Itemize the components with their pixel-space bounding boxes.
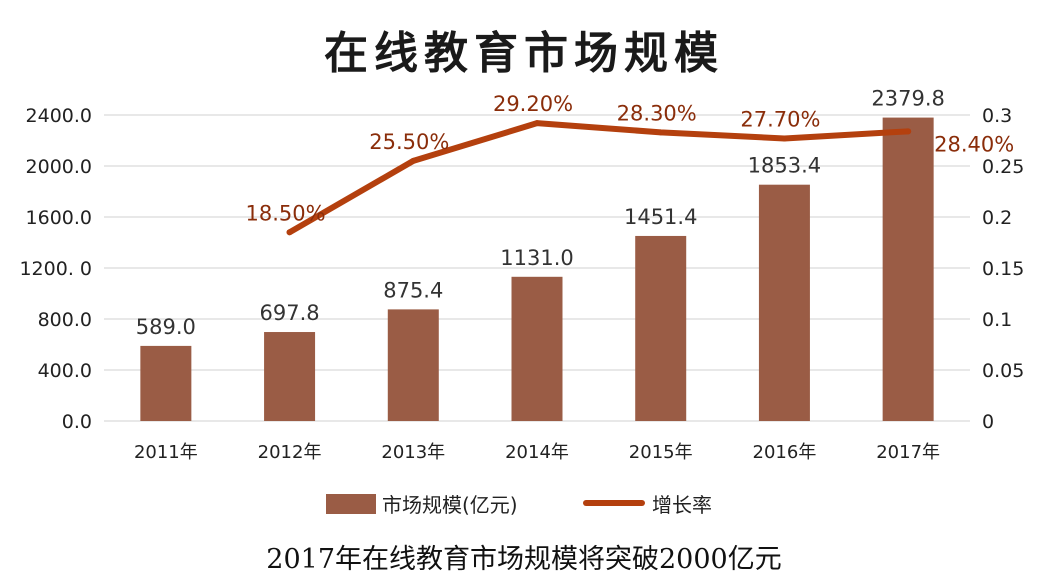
x-tick-label: 2015年 [629, 442, 693, 463]
line-point [534, 120, 540, 127]
x-tick-label: 2016年 [753, 442, 817, 463]
bar-value-label: 2379.8 [871, 87, 944, 111]
right-axis-ticks: 0 0.05 0.1 0.15 0.2 0.25 0.3 [982, 105, 1024, 433]
bar-value-label: 589.0 [136, 315, 196, 339]
y-left-tick-label: 1600.0 [26, 207, 92, 229]
line-data-labels: 18.50% 25.50% 29.20% 28.30% 27.70% 28.40% [246, 92, 1015, 225]
y-left-tick-label: 0.0 [62, 411, 92, 433]
line-point [286, 229, 293, 236]
bar [882, 117, 934, 421]
y-right-tick-label: 0 [982, 411, 994, 433]
bar [264, 332, 316, 421]
y-right-tick-label: 0.05 [982, 360, 1024, 382]
y-left-tick-label: 2000.0 [26, 156, 92, 178]
line-point [657, 129, 664, 136]
legend-label-bar: 市场规模(亿元) [382, 493, 518, 517]
y-left-tick-label: 1200. 0 [19, 258, 92, 280]
line-value-label: 28.30% [617, 101, 697, 125]
x-tick-label: 2017年 [876, 442, 940, 463]
y-left-tick-label: 2400.0 [26, 105, 92, 127]
bar-value-label: 1853.4 [748, 154, 821, 178]
y-right-tick-label: 0.3 [982, 105, 1012, 127]
y-right-tick-label: 0.2 [982, 207, 1012, 229]
line-point [781, 135, 788, 142]
line-point [410, 157, 417, 164]
bar-value-label: 875.4 [383, 278, 443, 302]
line-value-label: 25.50% [369, 130, 449, 154]
y-right-tick-label: 0.25 [982, 156, 1024, 178]
bar [387, 309, 439, 421]
bar [635, 235, 687, 421]
chart-caption: 2017年在线教育市场规模将突破2000亿元 [266, 544, 781, 575]
line-value-label: 18.50% [246, 201, 326, 225]
y-right-tick-label: 0.15 [982, 258, 1024, 280]
bar-value-label: 1131.0 [500, 246, 573, 270]
legend: 市场规模(亿元) 增长率 [326, 493, 712, 517]
line-value-label: 29.20% [493, 92, 573, 116]
left-axis-ticks: 0.0 400.0 800.0 1200. 0 1600.0 2000.0 2400.0 [19, 105, 92, 433]
bar [511, 276, 563, 421]
bar-value-label: 1451.4 [624, 205, 697, 229]
y-left-tick-label: 800.0 [38, 309, 92, 331]
bar [758, 184, 810, 421]
line-value-label: 27.70% [740, 107, 820, 131]
line-series [286, 120, 912, 236]
bar-data-labels: 589.0 697.8 875.4 1131.0 1451.4 1853.4 2379.8 [136, 87, 945, 339]
x-tick-label: 2012年 [258, 442, 322, 463]
y-right-tick-label: 0.1 [982, 309, 1012, 331]
x-axis-ticks: 2011年 2012年 2013年 2014年 2015年 2016年 2017年 [134, 442, 940, 463]
line-point [905, 128, 912, 135]
legend-swatch-bar [326, 494, 376, 514]
bar-value-label: 697.8 [260, 301, 320, 325]
line-value-label: 28.40% [934, 132, 1014, 156]
growth-rate-line [286, 120, 912, 236]
bar-series [140, 117, 934, 421]
x-tick-label: 2014年 [505, 442, 569, 463]
y-left-tick-label: 400.0 [38, 360, 92, 382]
x-tick-label: 2013年 [381, 442, 445, 463]
chart-title: 在线教育市场规模 [324, 28, 724, 79]
bar [140, 345, 192, 421]
legend-label-line: 增长率 [652, 493, 712, 517]
x-tick-label: 2011年 [134, 442, 198, 463]
